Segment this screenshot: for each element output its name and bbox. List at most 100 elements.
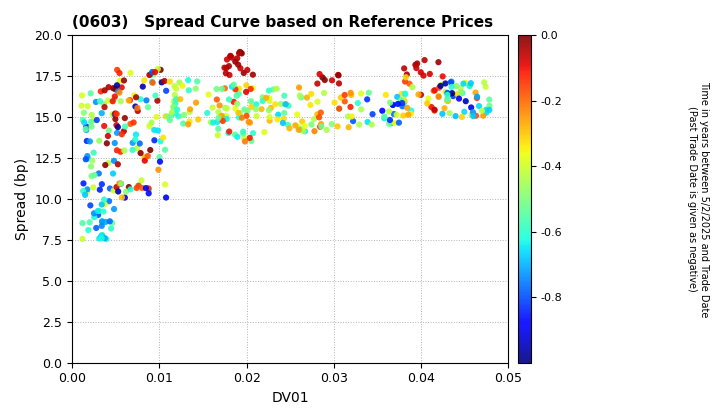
Point	[84, 138, 96, 145]
Point	[299, 123, 310, 129]
Point	[226, 83, 238, 90]
Point	[313, 114, 325, 121]
Point	[143, 185, 154, 192]
Point	[211, 86, 222, 92]
Point	[96, 223, 107, 229]
Point	[134, 140, 145, 147]
Point	[81, 138, 93, 144]
Point	[96, 232, 108, 239]
Point	[220, 113, 232, 119]
Point	[392, 100, 403, 107]
Point	[397, 100, 408, 106]
Point	[112, 88, 124, 95]
Point	[455, 89, 467, 96]
Point	[354, 121, 365, 128]
Point	[130, 94, 142, 101]
Point	[170, 100, 181, 107]
Point	[107, 85, 119, 92]
Point	[123, 184, 135, 190]
Point	[164, 117, 176, 123]
Point	[436, 81, 447, 88]
Point	[396, 97, 408, 104]
Point	[81, 186, 93, 193]
Point	[107, 111, 118, 118]
Point	[233, 61, 244, 68]
Point	[221, 116, 233, 122]
Point	[147, 79, 158, 86]
Point	[264, 87, 275, 94]
Point	[347, 118, 359, 124]
Point	[346, 92, 357, 98]
Point	[220, 65, 232, 71]
Point	[265, 105, 276, 111]
Point	[139, 157, 150, 164]
Point	[112, 124, 124, 131]
Point	[77, 117, 89, 123]
Point	[107, 170, 119, 177]
Point	[112, 66, 123, 73]
Point	[389, 120, 400, 126]
Point	[415, 92, 427, 98]
Point	[315, 109, 327, 116]
Point	[80, 156, 91, 163]
Point	[465, 80, 477, 87]
Point	[169, 92, 181, 98]
Point	[99, 123, 110, 129]
Point	[135, 150, 146, 156]
Point	[217, 118, 228, 124]
Point	[242, 108, 253, 114]
Point	[235, 49, 246, 56]
Point	[393, 119, 405, 126]
Point	[108, 187, 120, 194]
Point	[109, 116, 121, 123]
Point	[100, 218, 112, 225]
Point	[333, 72, 344, 79]
Point	[136, 177, 148, 184]
Point	[243, 118, 254, 125]
Point	[232, 134, 243, 140]
Point	[171, 85, 182, 92]
Point	[120, 188, 132, 195]
Point	[232, 55, 243, 62]
Point	[472, 93, 483, 100]
Point	[77, 220, 89, 226]
Point	[132, 105, 143, 111]
Point	[132, 145, 143, 152]
Point	[190, 99, 202, 106]
Point	[234, 49, 246, 55]
Point	[155, 138, 166, 144]
Point	[152, 127, 163, 134]
Point	[228, 81, 240, 88]
Point	[436, 110, 448, 117]
Point	[82, 103, 94, 110]
Point	[99, 87, 110, 94]
Point	[145, 119, 157, 126]
Point	[118, 77, 130, 84]
Point	[171, 96, 182, 102]
Point	[426, 104, 437, 110]
Point	[77, 188, 89, 194]
Point	[168, 104, 180, 110]
Point	[301, 94, 312, 101]
Point	[366, 121, 377, 128]
Point	[130, 136, 141, 143]
Point	[79, 192, 91, 198]
Point	[456, 114, 467, 121]
Point	[156, 79, 168, 86]
Point	[402, 111, 414, 118]
Point	[114, 70, 125, 76]
Point	[90, 99, 102, 105]
Point	[123, 97, 135, 104]
Point	[480, 106, 492, 113]
Point	[153, 166, 164, 173]
Point	[245, 86, 256, 92]
Point	[383, 108, 395, 115]
Point	[410, 65, 422, 71]
Point	[405, 107, 417, 114]
Point	[111, 122, 122, 129]
Point	[159, 147, 171, 153]
Point	[214, 102, 225, 109]
Point	[272, 111, 284, 118]
Point	[464, 83, 475, 89]
Point	[410, 61, 421, 68]
